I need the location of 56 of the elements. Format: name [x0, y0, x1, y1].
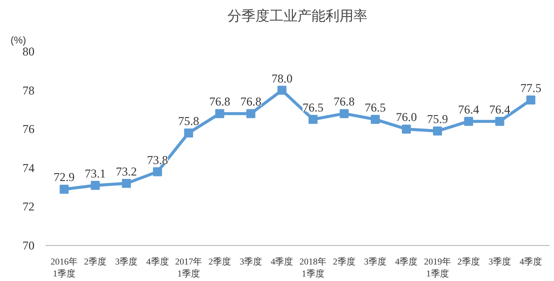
y-tick-label: 70 — [22, 238, 34, 252]
y-tick-label: 72 — [22, 200, 34, 214]
data-label: 73.1 — [84, 166, 106, 180]
data-label: 76.8 — [209, 94, 230, 109]
x-tick-label: 3季度 — [364, 256, 387, 266]
x-tick-label: 2019年 1季度 — [424, 256, 451, 278]
x-tick-label: 4季度 — [520, 256, 542, 266]
point — [308, 114, 318, 124]
x-tick-label: 2017年 1季度 — [175, 256, 202, 278]
y-tick-label: 80 — [22, 44, 34, 58]
point — [402, 124, 411, 134]
x-tick-label: 3季度 — [115, 256, 138, 266]
data-label: 75.9 — [427, 112, 448, 126]
point — [495, 116, 504, 126]
data-label: 76.4 — [458, 102, 480, 116]
y-axis-title: (%) — [10, 36, 26, 46]
y-tick-label: 76 — [22, 122, 34, 136]
point — [246, 109, 256, 118]
x-tick-label: 3季度 — [488, 256, 511, 266]
x-tick-label: 2季度 — [208, 256, 231, 266]
data-label: 76.4 — [489, 102, 510, 116]
point — [153, 167, 162, 176]
x-tick-label: 4季度 — [270, 256, 294, 266]
data-label: 76.5 — [302, 100, 324, 114]
point — [526, 96, 536, 104]
x-tick-label: 2季度 — [84, 256, 107, 266]
data-label: 78.0 — [271, 71, 292, 86]
data-label: 77.5 — [520, 81, 542, 95]
x-tick-label: 2016年 1季度 — [50, 256, 78, 278]
y-tick-label: 74 — [22, 160, 34, 175]
point — [340, 109, 349, 118]
x-tick-label: 2季度 — [457, 256, 480, 266]
data-label: 72.9 — [54, 170, 75, 184]
x-tick-label: 2018年 1季度 — [300, 256, 327, 278]
point — [464, 116, 474, 126]
data-label: 76.5 — [364, 100, 386, 114]
point — [433, 126, 442, 136]
chart-title: 分季度工业产能利用率 — [228, 8, 368, 24]
data-label: 73.2 — [116, 164, 137, 178]
point — [370, 114, 380, 124]
data-label: 76.8 — [334, 94, 355, 109]
y-tick-label: 78 — [22, 83, 34, 98]
point — [184, 128, 194, 138]
point — [215, 109, 224, 118]
point — [122, 178, 131, 188]
x-tick-label: 4季度 — [395, 256, 418, 266]
point — [90, 180, 100, 190]
data-label: 76.0 — [396, 110, 417, 124]
point — [60, 184, 69, 194]
data-label: 76.8 — [240, 94, 262, 109]
x-tick-label: 4季度 — [146, 256, 169, 266]
data-label: 73.8 — [147, 152, 168, 167]
x-tick-label: 3季度 — [240, 256, 262, 266]
x-tick-label: 2季度 — [332, 256, 356, 266]
point — [277, 86, 286, 95]
data-label: 75.8 — [178, 114, 200, 128]
